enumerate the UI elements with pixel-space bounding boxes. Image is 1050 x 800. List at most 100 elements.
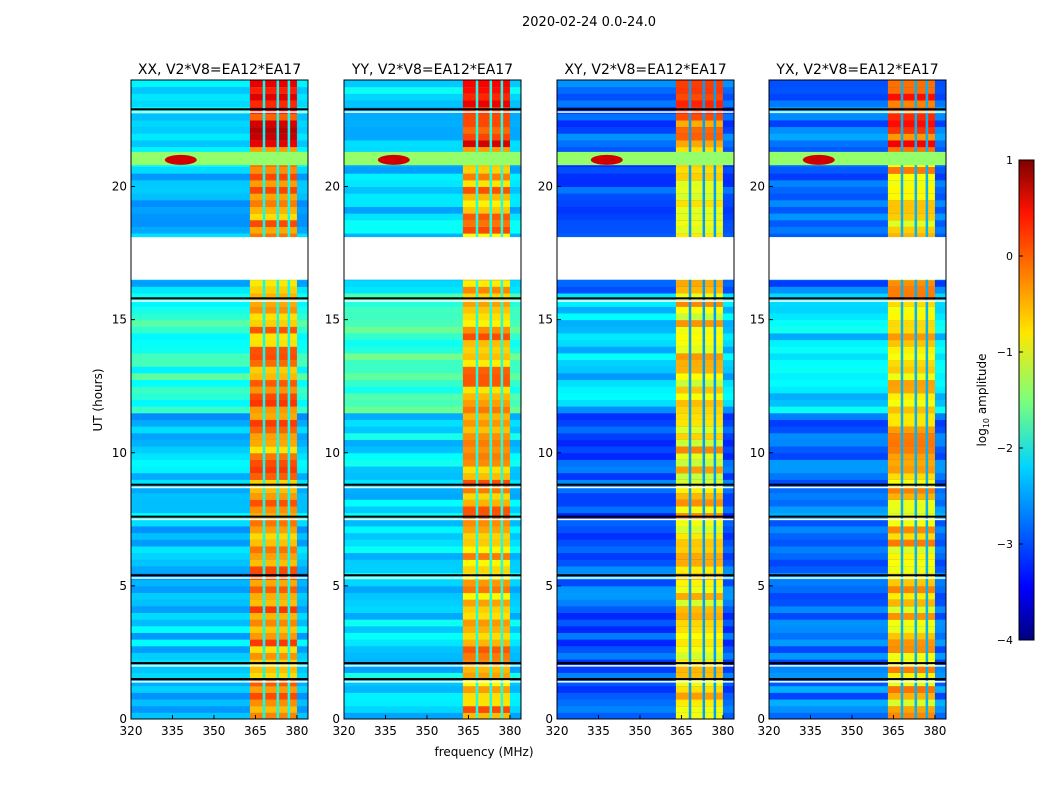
heatmap-cell xyxy=(462,552,510,560)
heatmap-cell xyxy=(462,559,510,567)
heatmap-cell xyxy=(887,392,935,400)
heatmap-cell xyxy=(462,472,510,480)
heatmap-cell xyxy=(769,113,946,121)
heatmap-cell xyxy=(557,459,734,467)
x-tick-label: 320 xyxy=(333,724,356,738)
heatmap-cell xyxy=(131,352,308,361)
flagged-row xyxy=(769,108,946,111)
heatmap-cell xyxy=(344,119,521,128)
heatmap-cell xyxy=(462,705,510,713)
x-tick-label: 350 xyxy=(841,724,864,738)
heatmap-cell xyxy=(249,639,297,647)
heatmap-cell xyxy=(769,432,946,440)
band-gap xyxy=(914,80,918,719)
heatmap-cell xyxy=(887,319,935,327)
heatmap-cell xyxy=(344,372,521,381)
heatmap-cell xyxy=(344,419,521,427)
heatmap-cell xyxy=(675,206,723,214)
heatmap-cell xyxy=(887,286,935,294)
heatmap-cell xyxy=(249,179,297,187)
heatmap-cell xyxy=(249,346,297,354)
heatmap-cell xyxy=(675,306,723,314)
x-tick-label: 380 xyxy=(711,724,734,738)
heatmap-cell xyxy=(557,406,734,414)
flagged-row xyxy=(131,665,308,667)
heatmap-cell xyxy=(675,80,723,88)
panel-title: XX, V2*V8=EA12*EA17 xyxy=(138,62,301,78)
heatmap-cell xyxy=(131,565,308,574)
heatmap-cell xyxy=(887,452,935,460)
heatmap-cell xyxy=(887,672,935,680)
heatmap-cell xyxy=(675,326,723,334)
colorbar: log10 amplitude −4 −3 −2 −1 0 1 xyxy=(975,154,1035,647)
heatmap-cell xyxy=(887,186,935,194)
heatmap-cell xyxy=(344,639,521,647)
heatmap-cell xyxy=(887,565,935,574)
heatmap-cell xyxy=(675,139,723,148)
heatmap-cell xyxy=(131,80,308,88)
panel-frame xyxy=(556,79,735,720)
heatmap-cell xyxy=(131,599,308,607)
y-tick-label: 5 xyxy=(545,579,553,593)
heatmap-cell xyxy=(249,126,297,134)
heatmap-cell xyxy=(557,552,734,560)
heatmap-cell xyxy=(344,545,521,554)
heatmap-cell xyxy=(887,93,935,101)
flagged-row xyxy=(344,486,521,489)
heatmap-cell xyxy=(557,133,734,141)
heatmap-cell xyxy=(887,326,935,334)
heatmap-cell xyxy=(557,592,734,600)
heatmap-cell xyxy=(249,80,297,88)
heatmap-cell xyxy=(249,679,297,687)
heatmap-cell xyxy=(675,592,723,600)
heatmap-cell xyxy=(675,179,723,187)
heatmap-cell xyxy=(769,439,946,447)
heatmap-cell xyxy=(131,705,308,713)
heatmap-cell xyxy=(557,599,734,607)
heatmap-cell xyxy=(557,166,734,174)
heatmap-cell xyxy=(462,585,510,594)
heatmap-cell xyxy=(131,392,308,400)
heatmap-cell xyxy=(249,692,297,700)
heatmap-cell xyxy=(557,639,734,647)
heatmap-cell xyxy=(769,712,946,720)
heatmap-cell xyxy=(887,279,935,287)
heatmap-cell xyxy=(344,299,521,307)
heatmap-cell xyxy=(557,652,734,660)
heatmap-cell xyxy=(462,312,510,321)
heatmap-cell xyxy=(131,446,308,454)
heatmap-cell xyxy=(887,645,935,653)
heatmap-cell xyxy=(462,565,510,574)
flagged-row xyxy=(344,108,521,111)
heatmap-cell xyxy=(887,665,935,673)
heatmap-cell xyxy=(769,525,946,534)
flagged-row xyxy=(131,108,308,111)
heatmap-cell xyxy=(887,612,935,620)
heatmap-cell xyxy=(557,712,734,720)
heatmap-cell xyxy=(769,645,946,653)
colorbar-tick-label: −2 xyxy=(997,442,1013,455)
flagged-row xyxy=(769,297,946,300)
heatmap-cell xyxy=(131,665,308,673)
heatmap-cell xyxy=(249,173,297,181)
y-tick-label: 0 xyxy=(332,712,340,726)
heatmap-cell xyxy=(769,93,946,101)
heatmap-cell xyxy=(887,699,935,707)
heatmap-cell xyxy=(769,552,946,560)
heatmap-cell xyxy=(557,499,734,507)
y-tick-label: 5 xyxy=(119,579,127,593)
heatmap-cell xyxy=(557,366,734,374)
heatmap-cell xyxy=(249,286,297,294)
flagged-row xyxy=(769,300,946,302)
heatmap-cell xyxy=(887,592,935,600)
heatmap-cell xyxy=(769,519,946,527)
heatmap-cell xyxy=(462,119,510,128)
heatmap-cell xyxy=(675,652,723,660)
heatmap-cell xyxy=(462,426,510,434)
heatmap-cell xyxy=(344,632,521,640)
heatmap-cell xyxy=(462,492,510,500)
heatmap-cell xyxy=(249,472,297,480)
heatmap-cell xyxy=(131,632,308,640)
heatmap-cell xyxy=(675,279,723,287)
